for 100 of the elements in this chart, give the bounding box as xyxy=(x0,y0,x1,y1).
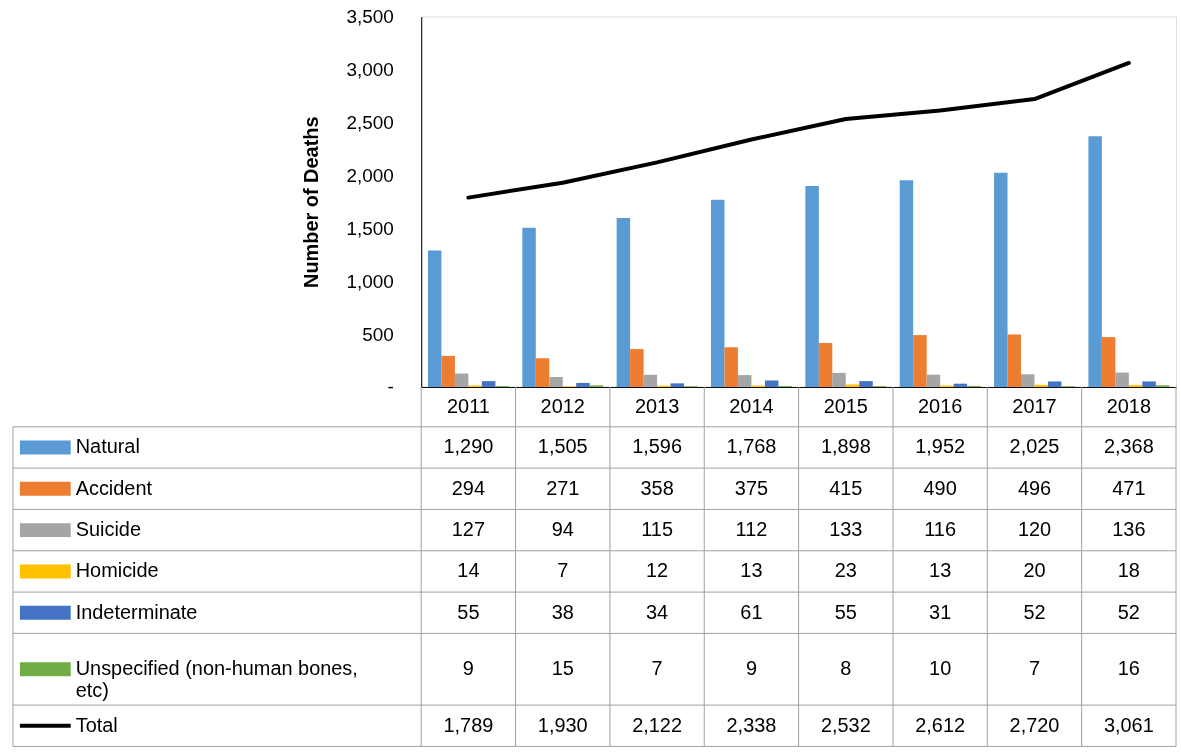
bar xyxy=(859,381,873,387)
bar xyxy=(576,382,590,387)
data-label: 94 xyxy=(551,518,574,541)
data-label: 7 xyxy=(651,657,663,680)
bar xyxy=(832,372,846,387)
bar xyxy=(1115,372,1129,387)
data-label: 1,930 xyxy=(537,713,588,736)
data-label: 31 xyxy=(929,600,952,623)
legend-label: Suicide xyxy=(75,518,141,541)
data-label: 271 xyxy=(546,476,580,499)
y-tick-label: - xyxy=(387,376,394,398)
data-label: 8 xyxy=(840,657,852,680)
x-tick-label: 2016 xyxy=(918,395,963,418)
bar xyxy=(630,349,644,387)
data-label: 34 xyxy=(646,600,669,623)
bar xyxy=(670,383,685,387)
data-label: 12 xyxy=(646,559,669,582)
y-tick-label: 1,000 xyxy=(346,270,394,292)
y-tick-label: 3,500 xyxy=(346,5,394,27)
data-label: 415 xyxy=(829,476,863,499)
x-tick-label: 2012 xyxy=(540,395,585,418)
data-label: 2,122 xyxy=(632,713,683,736)
data-label: 496 xyxy=(1017,476,1052,499)
data-label: 136 xyxy=(1112,518,1146,541)
data-label: 2,368 xyxy=(1103,435,1154,458)
line-series xyxy=(466,60,1131,200)
x-tick-label: 2018 xyxy=(1106,395,1151,418)
x-tick-label: 2015 xyxy=(823,395,868,418)
x-tick-label: 2011 xyxy=(446,395,490,418)
legend-label: Homicide xyxy=(75,559,159,582)
bar xyxy=(643,374,658,387)
data-label: 13 xyxy=(929,559,952,582)
data-label: 1,768 xyxy=(726,435,777,458)
data-label: 2,612 xyxy=(915,713,966,736)
y-tick-label: 500 xyxy=(362,323,394,345)
data-label: 133 xyxy=(829,518,863,541)
data-label: 52 xyxy=(1023,600,1046,623)
data-label: 9 xyxy=(462,657,474,680)
data-label: 7 xyxy=(1028,657,1041,680)
data-label: 358 xyxy=(640,476,674,499)
legend-label: Natural xyxy=(75,435,140,458)
bar xyxy=(764,380,779,387)
legend-label: Unspecified (non-human bones, etc) xyxy=(75,657,358,702)
y-tick-label: 1,500 xyxy=(346,217,394,239)
bar xyxy=(818,343,833,387)
data-label: 112 xyxy=(735,518,768,541)
data-label: 2,532 xyxy=(820,713,871,736)
legend-label: Accident xyxy=(75,476,153,499)
bar xyxy=(441,355,455,387)
bar xyxy=(994,172,1008,387)
bar xyxy=(1047,381,1062,387)
data-label: 3,061 xyxy=(1103,713,1154,736)
bar xyxy=(737,375,752,387)
bar xyxy=(1142,381,1156,387)
data-label: 1,789 xyxy=(443,713,494,736)
data-label: 14 xyxy=(457,559,480,582)
bar xyxy=(522,227,536,387)
data-label: 471 xyxy=(1112,476,1146,499)
data-label: 38 xyxy=(551,600,574,623)
data-label: 490 xyxy=(923,476,957,499)
data-label: 1,290 xyxy=(443,435,494,458)
bar xyxy=(481,381,496,387)
bar xyxy=(1034,384,1048,387)
bar xyxy=(926,374,941,387)
bar xyxy=(535,358,550,387)
bar xyxy=(711,199,725,387)
data-label: 375 xyxy=(734,476,769,499)
data-label: 1,898 xyxy=(820,435,871,458)
bar xyxy=(1088,136,1102,387)
data-label: 52 xyxy=(1117,600,1140,623)
x-tick-label: 2014 xyxy=(729,395,774,418)
data-label: 23 xyxy=(834,559,857,582)
data-label: 2,025 xyxy=(1009,435,1060,458)
data-label: 55 xyxy=(457,600,480,623)
bar xyxy=(1007,334,1022,387)
bar xyxy=(913,335,927,387)
bar xyxy=(724,347,738,387)
data-label: 1,505 xyxy=(537,435,588,458)
y-tick-label: 2,500 xyxy=(346,111,394,133)
data-label: 2,720 xyxy=(1009,713,1060,736)
data-label: 120 xyxy=(1017,518,1052,541)
x-tick-label: 2013 xyxy=(634,395,680,418)
data-label: 115 xyxy=(641,518,673,541)
data-label: 15 xyxy=(551,657,574,680)
data-label: 294 xyxy=(451,476,485,499)
data-label: 127 xyxy=(451,518,485,541)
data-label: 61 xyxy=(740,600,763,623)
bar xyxy=(899,180,914,387)
data-label: 9 xyxy=(745,657,757,680)
data-label: 20 xyxy=(1023,559,1046,582)
bar xyxy=(1021,374,1035,387)
y-tick-label: 2,000 xyxy=(346,164,394,186)
legend-label: Indeterminate xyxy=(75,600,198,623)
bar xyxy=(616,218,631,387)
data-label: 10 xyxy=(929,657,952,680)
data-label: 1,952 xyxy=(915,435,966,458)
data-label: 2,338 xyxy=(726,713,777,736)
y-tick-label: 3,000 xyxy=(346,58,394,80)
bar xyxy=(427,250,442,387)
data-label: 16 xyxy=(1117,657,1140,680)
